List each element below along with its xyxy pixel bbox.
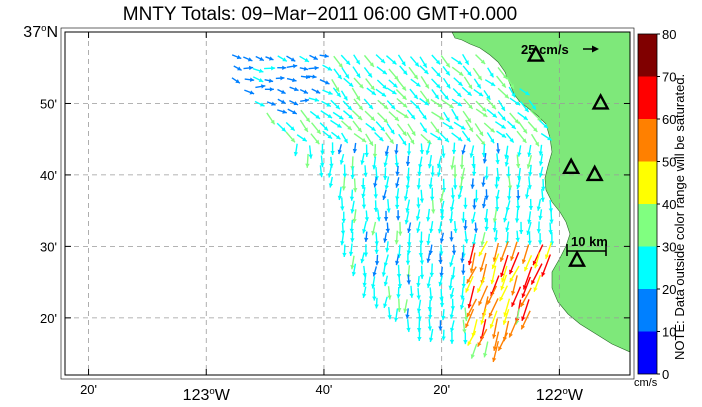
tick-label: 20'	[80, 382, 97, 397]
land-coastline	[451, 32, 630, 353]
tick-label: 40'	[40, 168, 57, 183]
tick-label: 37oN	[23, 23, 58, 41]
colorbar-tick-label: 30	[662, 240, 676, 255]
colorbar-segment	[638, 204, 657, 247]
colorbar: 0 10 20 30 40 50 60 70 80	[637, 27, 676, 382]
scale-vector: 25 cm/s	[521, 42, 599, 57]
colorbar-segment	[638, 289, 657, 332]
station-marker	[562, 157, 581, 174]
colorbar-segment	[638, 161, 657, 204]
tick-label: 40'	[315, 382, 332, 397]
colorbar-segment	[638, 34, 657, 77]
colorbar-tick-label: 20	[662, 282, 676, 297]
map-outer-frame	[60, 27, 635, 380]
scale-bar: 10 km	[566, 234, 608, 256]
colorbar-tick-label: 70	[662, 70, 676, 85]
map-frame	[64, 31, 631, 376]
tick-label: 20'	[433, 382, 450, 397]
radar-stations	[526, 45, 610, 267]
colorbar-note: NOTE: Data outside color range will be s…	[672, 73, 687, 360]
colorbar-tick-label: 10	[662, 325, 676, 340]
colorbar-tick-label: 40	[662, 197, 676, 212]
tick-label: 50'	[40, 96, 57, 111]
colorbar-tick-label: 60	[662, 112, 676, 127]
colorbar-tick-label: 80	[662, 27, 676, 42]
station-marker	[526, 45, 545, 62]
colorbar-tick-label: 0	[662, 367, 669, 382]
map-title: MNTY Totals: 09−Mar−2011 06:00 GMT+0.000	[122, 4, 518, 25]
tick-label: 20'	[40, 311, 57, 326]
station-marker	[591, 92, 610, 110]
colorbar-segment	[638, 331, 657, 374]
map-gridlines	[65, 32, 630, 375]
tick-label: 30'	[40, 239, 57, 254]
station-marker	[568, 250, 587, 267]
tick-label: 123oW	[183, 386, 231, 404]
tick-label: 122oW	[536, 386, 584, 404]
colorbar-tick-label: 50	[662, 155, 676, 170]
scale-vector-label: 25 cm/s	[521, 42, 569, 57]
colorbar-segment	[638, 246, 657, 289]
axis-tick-labels: 37oN 50' 40' 30' 20' 20' 123oW 40' 20' 122oW	[23, 23, 630, 404]
colorbar-unit: cm/s	[634, 377, 658, 389]
station-marker	[585, 164, 604, 182]
scale-bar-label: 10 km	[571, 234, 608, 249]
current-vector-field	[231, 53, 555, 363]
colorbar-segment	[638, 76, 657, 119]
colorbar-segment	[638, 119, 657, 162]
